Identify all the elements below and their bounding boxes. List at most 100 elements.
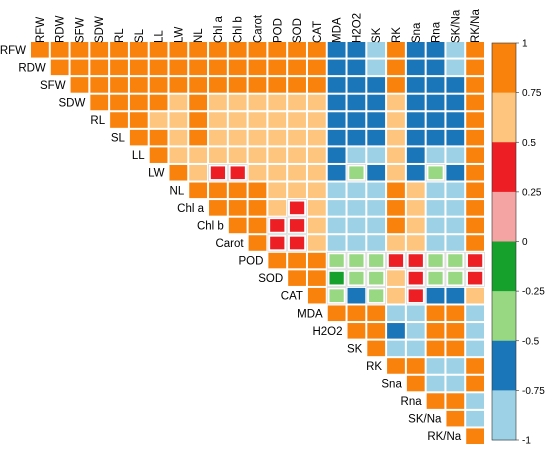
legend-swatch: [492, 340, 516, 391]
cell-SL-SK: [366, 128, 387, 147]
cell-RL-RK/Na: [465, 111, 485, 129]
cell-NL-H2O2: [346, 181, 367, 200]
column-label: LL: [154, 30, 166, 43]
cell-LW-Sna: [405, 163, 426, 182]
cell-LW-Rna: [428, 166, 443, 180]
column-label: Carot: [253, 14, 265, 43]
cell-LL-H2O2: [346, 146, 367, 164]
cell-Carot-Rna: [425, 234, 446, 252]
cell-LW-MDA: [326, 163, 347, 182]
cell-RFW-RDW: [49, 41, 70, 59]
cell-RK-Rna: [425, 357, 446, 375]
cell-RDW-SFW: [69, 58, 90, 77]
cell-SK-SK/Na: [445, 339, 466, 358]
cell-POD-CAT: [306, 251, 327, 270]
cell-Chl b-Carot: [247, 216, 268, 235]
cell-RL-NL: [188, 111, 209, 129]
cell-CAT-SK: [369, 289, 384, 303]
cell-NL-Carot: [247, 181, 268, 200]
cell-Sna-Rna: [425, 374, 446, 393]
cell-SL-CAT: [306, 128, 327, 147]
cell-MDA-RK/Na: [465, 304, 485, 323]
cell-Chl a-MDA: [326, 199, 347, 217]
cell-MDA-SK: [366, 304, 387, 323]
cell-RFW-SOD: [287, 41, 307, 59]
cell-SDW-NL: [188, 93, 209, 112]
cell-LL-LW: [168, 146, 189, 164]
cell-SOD-SK: [369, 271, 384, 285]
cell-RDW-POD: [267, 58, 288, 77]
cell-LL-CAT: [306, 146, 327, 164]
cell-RFW-Chl a: [208, 41, 228, 59]
cell-CAT-Sna: [408, 289, 423, 303]
cell-SFW-NL: [188, 76, 209, 94]
cell-RL-SK: [366, 111, 387, 129]
cell-SOD-Rna: [428, 271, 443, 285]
cell-SL-MDA: [326, 128, 347, 147]
column-label: RL: [114, 28, 126, 43]
cell-Chl a-H2O2: [346, 199, 367, 217]
cell-SDW-SK/Na: [445, 93, 466, 112]
cell-RL-Chl b: [227, 111, 248, 129]
cell-RDW-LL: [148, 58, 169, 77]
cell-CAT-Rna: [425, 286, 446, 305]
cell-RFW-NL: [188, 41, 209, 59]
cell-Chl b-Sna: [405, 216, 426, 235]
cell-RK-Sna: [405, 357, 426, 375]
cell-LW-Chl a: [210, 166, 226, 180]
cell-Carot-SOD: [289, 236, 305, 250]
cell-RL-Carot: [247, 111, 268, 129]
cell-CAT-RK: [386, 286, 406, 305]
row-label: Chl b: [197, 220, 224, 232]
cell-Chl a-Sna: [405, 199, 426, 217]
cell-POD-SK: [369, 254, 384, 267]
cell-Chl b-RK: [386, 216, 406, 235]
cell-Carot-Sna: [405, 234, 426, 252]
cell-RK/Na-RK/Na: [465, 427, 485, 446]
cell-H2O2-Sna: [405, 322, 426, 340]
legend-swatch: [492, 291, 516, 342]
cell-RDW-RK: [386, 58, 406, 77]
cell-RDW-Chl a: [208, 58, 228, 77]
cell-Carot-POD: [270, 236, 285, 250]
cell-RL-POD: [267, 111, 288, 129]
cell-H2O2-SK: [366, 322, 387, 340]
cell-Sna-RK/Na: [465, 374, 485, 393]
cell-Chl b-SK/Na: [445, 216, 466, 235]
cell-H2O2-RK: [386, 322, 406, 340]
cell-NL-Rna: [425, 181, 446, 200]
cell-Chl b-Chl b: [227, 216, 248, 235]
row-label: MDA: [297, 308, 323, 320]
cell-SOD-SOD: [287, 269, 307, 287]
cell-SOD-H2O2: [349, 271, 364, 285]
cell-RL-SK/Na: [445, 111, 466, 129]
column-labels: RFW RDW SFW SDW RL SL LL LW NL Chl a Chl b Carot POD…: [35, 9, 482, 43]
cell-RDW-NL: [188, 58, 209, 77]
cell-RDW-SDW: [89, 58, 110, 77]
row-label: H2O2: [312, 326, 342, 338]
cell-SFW-LW: [168, 76, 189, 94]
cell-MDA-SK/Na: [445, 304, 466, 323]
column-label: RK: [391, 27, 403, 43]
cell-Chl b-RK/Na: [465, 216, 485, 235]
cell-RFW-MDA: [326, 41, 347, 59]
cell-SFW-Chl b: [227, 76, 248, 94]
cell-LL-Sna: [405, 146, 426, 164]
cell-POD-H2O2: [349, 254, 364, 267]
cell-SDW-Chl a: [208, 93, 228, 112]
row-label: RL: [90, 115, 105, 127]
row-label: Sna: [381, 379, 402, 391]
cell-POD-SK/Na: [448, 254, 463, 267]
cell-SDW-SDW: [89, 93, 110, 112]
cell-SL-LL: [148, 128, 169, 147]
cell-LW-Chl b: [230, 166, 245, 180]
cell-LL-SK/Na: [445, 146, 466, 164]
cell-RFW-POD: [267, 41, 288, 59]
cell-Carot-RK: [386, 234, 406, 252]
cell-SL-Chl a: [208, 128, 228, 147]
cell-RDW-SK/Na: [445, 58, 466, 77]
cell-POD-Rna: [428, 254, 443, 267]
cell-H2O2-H2O2: [346, 322, 367, 340]
cell-SDW-Rna: [425, 93, 446, 112]
